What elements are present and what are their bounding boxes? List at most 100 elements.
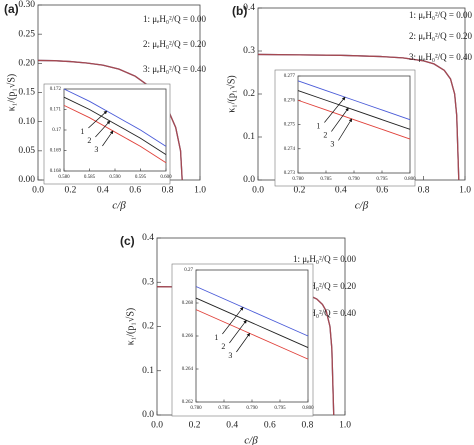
pointer-arrow: [338, 118, 353, 141]
x-tick-label: 0.795: [376, 177, 388, 182]
curve: [63, 104, 167, 164]
inset-background: [274, 69, 416, 187]
x-tick-label: 0.2: [293, 186, 305, 196]
y-tick-label: 0.273: [284, 171, 296, 176]
y-tick-label: 0.277: [284, 74, 296, 79]
x-axis-label: c/β: [355, 200, 369, 212]
y-axis-label: κ₁/(p₁√S): [125, 308, 136, 346]
x-tick-label: 0.6: [376, 186, 388, 196]
inset-curve-label: 3: [94, 145, 98, 154]
x-tick-label: 0.585: [84, 175, 96, 180]
inset-curve-label: 3: [228, 351, 232, 360]
x-axis-label: c/β: [244, 435, 258, 445]
x-axis-label: c/β: [112, 200, 126, 212]
x-tick-label: 0.8: [301, 421, 313, 431]
y-tick-label: 0.268: [182, 301, 194, 306]
inset-curve-label: 2: [323, 130, 327, 139]
x-tick-label: 0.0: [252, 186, 264, 196]
panel-label: (b): [232, 4, 247, 18]
legend-entry: 3: μₑH₀²/Q = 0.40: [409, 52, 473, 62]
x-tick-label: 0.780: [190, 406, 202, 411]
inset-curve-label: 2: [87, 136, 91, 145]
x-tick-label: 0.780: [292, 177, 304, 182]
x-tick-label: 0.4: [97, 186, 109, 196]
y-tick-label: 0.275: [284, 123, 296, 128]
x-tick-label: 0.580: [58, 175, 70, 180]
y-tick-label: 0.3: [142, 277, 154, 287]
y-tick-label: 0.262: [182, 400, 194, 405]
y-tick-label: 0.3: [243, 46, 255, 56]
y-axis-label: κ₁/(p₁√S): [226, 75, 237, 113]
curve: [297, 80, 411, 121]
y-tick-label: 0.17: [52, 128, 61, 133]
y-tick-label: 0.274: [284, 147, 296, 152]
panel-label: (c): [120, 234, 135, 248]
legend-entry: 1: μₑH₀²/Q = 0.00: [143, 14, 207, 24]
legend-entry: 2: μₑH₀²/Q = 0.20: [409, 31, 473, 41]
x-tick-label: 0.4: [335, 186, 347, 196]
x-tick-label: 1.0: [459, 186, 471, 196]
y-tick-label: 0.169: [50, 149, 62, 154]
x-tick-label: 0.4: [226, 421, 238, 431]
y-tick-label: 0.264: [182, 367, 194, 372]
curve: [195, 297, 309, 348]
x-tick-label: 0.2: [64, 186, 76, 196]
y-tick-label: 0.172: [50, 87, 62, 92]
y-tick-label: 0.00: [18, 175, 35, 185]
inset-curve-label: 1: [80, 127, 84, 136]
curve: [63, 88, 167, 147]
legend-entry: 2: μₑH₀²/Q = 0.20: [293, 281, 357, 291]
y-tick-label: 0.0: [142, 410, 154, 420]
x-tick-label: 0.600: [160, 175, 172, 180]
legend-entry: 2: μₑH₀²/Q = 0.20: [143, 39, 207, 49]
y-tick-label: 0.276: [284, 98, 296, 103]
y-tick-label: 0.20: [18, 59, 35, 69]
x-tick-label: 0.6: [264, 421, 276, 431]
x-tick-label: 0.795: [274, 406, 286, 411]
inset-curve-label: 1: [214, 333, 218, 342]
y-tick-label: 0.30: [18, 0, 35, 10]
x-tick-label: 1.0: [194, 186, 206, 196]
pointer-arrow: [88, 110, 108, 129]
curve: [297, 90, 411, 130]
curve: [257, 53, 460, 181]
y-tick-label: 0.4: [142, 233, 154, 243]
x-tick-label: 1.0: [339, 421, 351, 431]
y-tick-label: 0.1: [243, 132, 255, 142]
y-tick-label: 0.1: [142, 366, 154, 376]
pointer-arrow: [324, 96, 346, 123]
inset-curve-label: 1: [316, 121, 320, 130]
pointer-arrow: [331, 107, 349, 132]
curve: [37, 59, 183, 181]
pointer-arrow: [229, 319, 247, 344]
y-axis-label: κ₁/(p₁√S): [6, 74, 17, 112]
x-tick-label: 0.800: [302, 406, 314, 411]
x-tick-label: 0.0: [151, 421, 163, 431]
x-tick-label: 0.8: [418, 186, 430, 196]
inset-background: [43, 83, 171, 185]
pointer-arrow: [236, 332, 251, 353]
y-tick-label: 0.2: [142, 322, 154, 332]
inset-background: [171, 263, 314, 417]
x-tick-label: 0.6: [129, 186, 141, 196]
y-tick-label: 0.168: [50, 169, 62, 174]
legend-entry: 1: μₑH₀²/Q = 0.00: [409, 10, 473, 20]
x-tick-label: 0.0: [32, 186, 44, 196]
x-tick-label: 0.595: [135, 175, 147, 180]
x-tick-label: 0.785: [320, 177, 332, 182]
y-tick-label: 0.15: [18, 88, 35, 98]
x-tick-label: 0.790: [348, 177, 360, 182]
y-tick-label: 0.2: [243, 89, 255, 99]
y-tick-label: 0.4: [243, 3, 255, 13]
pointer-arrow: [102, 130, 114, 147]
y-tick-label: 0.171: [50, 108, 62, 113]
x-tick-label: 0.785: [218, 406, 230, 411]
x-tick-label: 0.2: [189, 421, 201, 431]
curve: [297, 99, 411, 140]
panel-label: (a): [4, 2, 19, 16]
y-tick-label: 0.266: [182, 334, 194, 339]
curve: [195, 286, 309, 337]
y-tick-label: 0.27: [184, 268, 193, 273]
x-tick-label: 0.790: [246, 406, 258, 411]
